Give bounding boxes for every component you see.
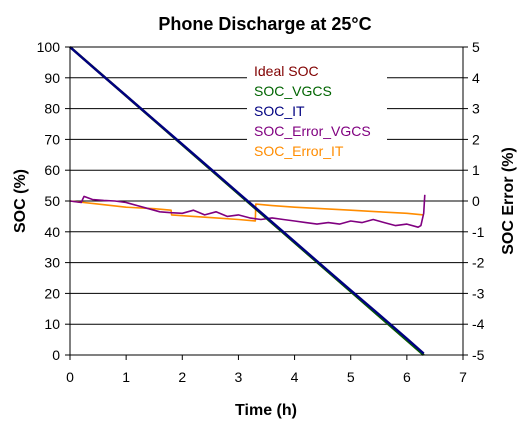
legend-entry-1: SOC_VGCS bbox=[254, 83, 332, 99]
y2-tick-label-5: 0 bbox=[472, 193, 480, 209]
x-tick-label-7: 7 bbox=[459, 369, 467, 385]
series-line-soc-it bbox=[69, 46, 425, 355]
x-tick-label-2: 2 bbox=[178, 369, 186, 385]
y-tick-label-0: 0 bbox=[52, 347, 60, 363]
series-line-soc-error-it bbox=[69, 200, 424, 222]
y2-tick-label-6: 1 bbox=[472, 162, 480, 178]
x-tick-label-6: 6 bbox=[403, 369, 411, 385]
legend-box bbox=[247, 59, 387, 163]
x-axis-label: Time (h) bbox=[235, 402, 297, 419]
y2-axis-label: SOC Error (%) bbox=[500, 147, 517, 255]
y2-tick-label-10: 5 bbox=[472, 39, 480, 55]
y-tick-label-3: 30 bbox=[44, 255, 60, 271]
y-tick-label-10: 100 bbox=[37, 39, 61, 55]
y-tick-label-8: 80 bbox=[44, 101, 60, 117]
y2-tick-label-2: -3 bbox=[472, 285, 485, 301]
y-tick-label-6: 60 bbox=[44, 162, 60, 178]
x-tick-label-1: 1 bbox=[122, 369, 130, 385]
series-line-soc-error-vgcs bbox=[69, 194, 426, 228]
y2-tick-label-9: 4 bbox=[472, 70, 480, 86]
y-tick-label-5: 50 bbox=[44, 193, 60, 209]
y2-tick-label-4: -1 bbox=[472, 224, 485, 240]
y-tick-label-4: 40 bbox=[44, 224, 60, 240]
y-tick-label-9: 90 bbox=[44, 70, 60, 86]
legend-entry-0: Ideal SOC bbox=[254, 63, 319, 79]
x-tick-label-3: 3 bbox=[235, 369, 243, 385]
y2-tick-label-0: -5 bbox=[472, 347, 485, 363]
y2-tick-label-3: -2 bbox=[472, 255, 485, 271]
chart-title: Phone Discharge at 25°C bbox=[158, 14, 371, 34]
y2-axis-ticks: -5 -4 -3 -2 -1 0 1 2 3 4 5 bbox=[463, 39, 485, 363]
x-tick-label-5: 5 bbox=[347, 369, 355, 385]
y2-tick-label-8: 3 bbox=[472, 101, 480, 117]
legend: Ideal SOC SOC_VGCS SOC_IT SOC_Error_VGCS SOC… bbox=[247, 59, 387, 163]
series-layer bbox=[69, 46, 426, 356]
legend-entry-4: SOC_Error_IT bbox=[254, 143, 344, 159]
legend-entry-3: SOC_Error_VGCS bbox=[254, 123, 371, 139]
y-axis-ticks: 0 10 20 30 40 50 60 70 80 90 100 bbox=[37, 39, 70, 363]
y2-tick-label-7: 2 bbox=[472, 131, 480, 147]
y-tick-label-7: 70 bbox=[44, 131, 60, 147]
x-tick-label-0: 0 bbox=[66, 369, 74, 385]
y-tick-label-2: 20 bbox=[44, 285, 60, 301]
x-axis-ticks: 0 1 2 3 4 5 6 7 bbox=[66, 355, 467, 385]
y-axis-label: SOC (%) bbox=[12, 169, 29, 233]
y-tick-label-1: 10 bbox=[44, 316, 60, 332]
y2-tick-label-1: -4 bbox=[472, 316, 485, 332]
legend-entry-2: SOC_IT bbox=[254, 103, 305, 119]
x-tick-label-4: 4 bbox=[291, 369, 299, 385]
